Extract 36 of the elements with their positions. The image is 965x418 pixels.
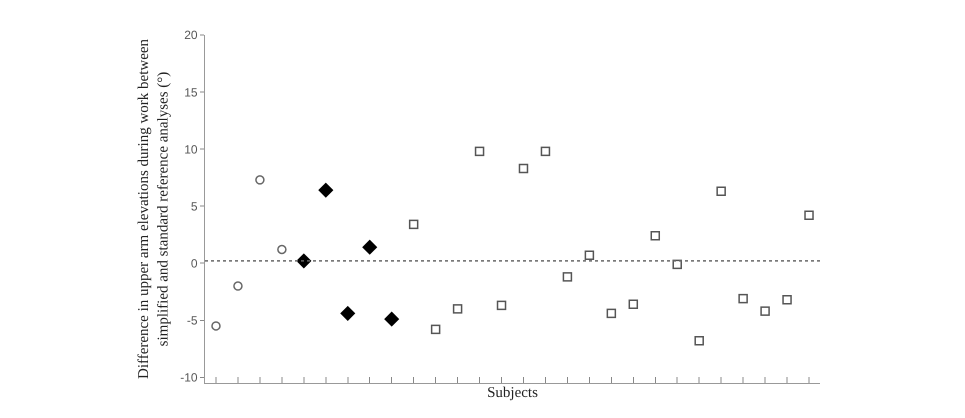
y-tick-label: -5	[186, 313, 198, 328]
point	[408, 220, 418, 230]
y-axis-title: Difference in upper arm elevations during work between simplified and standard reference analyses (°)	[136, 38, 172, 380]
point	[340, 306, 356, 321]
point	[804, 210, 814, 220]
point	[584, 250, 594, 260]
y-tick-label: 5	[190, 199, 198, 214]
point	[650, 231, 660, 241]
point	[760, 306, 770, 316]
x-axis-title: Subjects	[487, 384, 538, 401]
point	[518, 164, 528, 174]
point	[318, 182, 334, 198]
point	[540, 146, 550, 156]
point	[277, 244, 287, 254]
point	[716, 186, 726, 196]
point	[672, 260, 682, 270]
point	[782, 294, 792, 304]
point	[738, 294, 748, 304]
point	[606, 308, 616, 318]
y-tick-label: 0	[190, 256, 198, 270]
point	[233, 281, 243, 291]
point	[452, 304, 462, 314]
point	[694, 336, 704, 346]
point	[211, 321, 221, 331]
y-tick-label: 20	[184, 28, 198, 42]
y-tick-label: 10	[184, 142, 198, 156]
point	[628, 300, 638, 310]
point	[255, 175, 265, 185]
y-tick-label: -10	[180, 370, 198, 384]
point	[362, 240, 377, 254]
point	[384, 312, 399, 326]
point	[562, 272, 572, 282]
point	[430, 324, 440, 334]
point	[474, 146, 484, 156]
point	[496, 300, 506, 310]
y-tick-label: 15	[184, 85, 198, 100]
